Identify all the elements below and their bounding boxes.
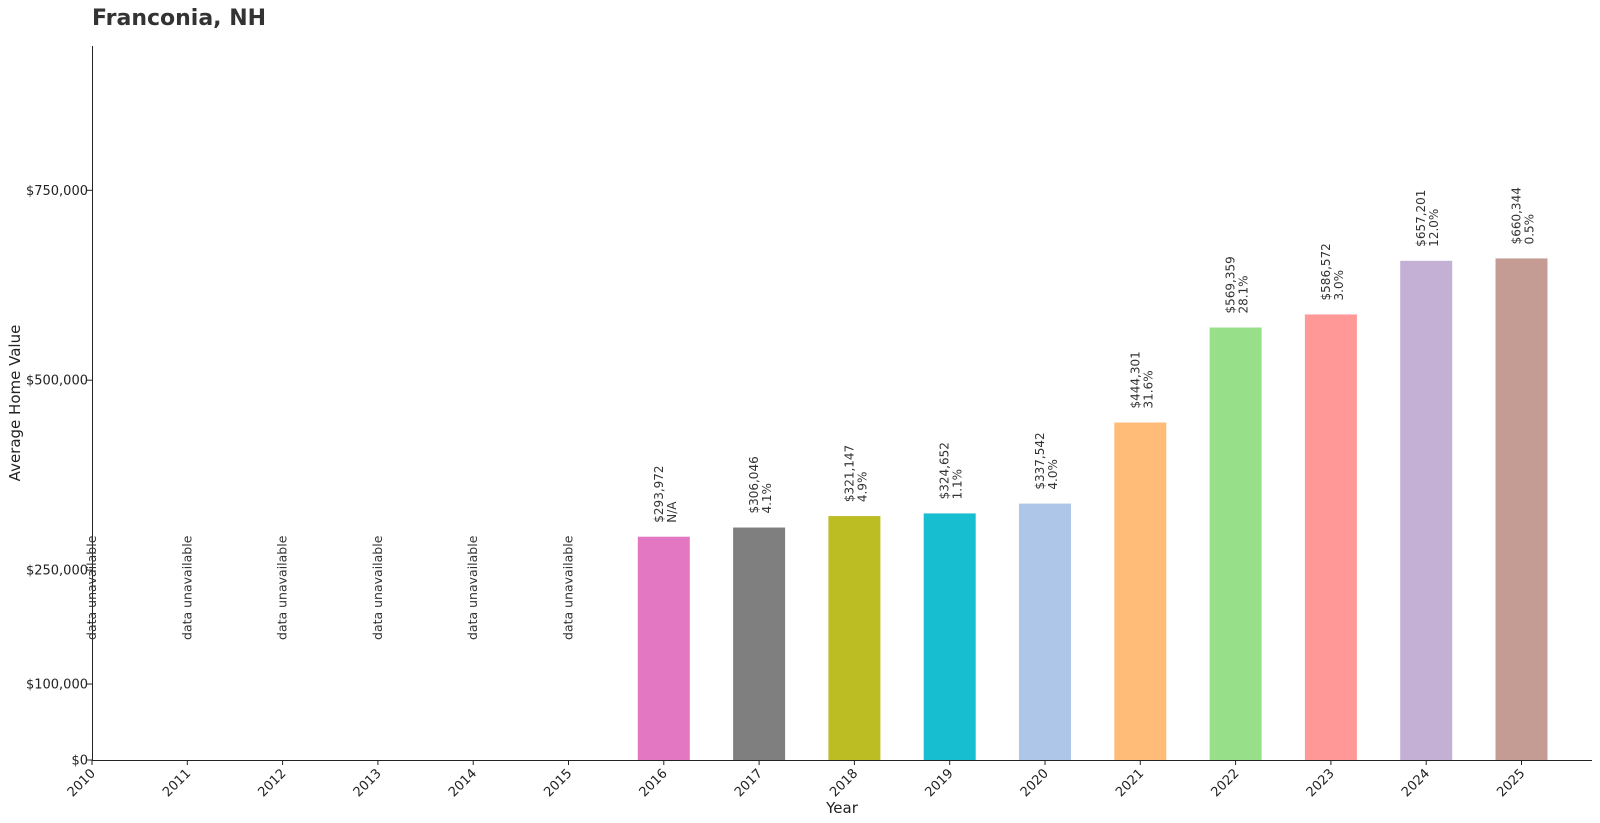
y-tick-label: $250,000 [26, 564, 88, 579]
bar-change-label: 31.6% [1141, 370, 1155, 408]
chart-title: Franconia, NH [92, 6, 266, 31]
bar-change-label: 28.1% [1237, 275, 1251, 313]
x-tick-label: 2024 [1399, 766, 1433, 800]
missing-data-label: data unavailable [465, 535, 480, 640]
bar-change-label: 4.9% [855, 472, 869, 503]
bar-2021 [1114, 422, 1167, 760]
bar-2024 [1400, 260, 1453, 760]
x-tick-label: 2016 [637, 766, 671, 800]
x-tick-label: 2015 [541, 766, 575, 800]
missing-data-label: data unavailable [275, 535, 290, 640]
y-tick-label: $750,000 [26, 184, 88, 199]
y-tick-label: $0 [71, 754, 88, 769]
bars-group: data unavailable data unavailable data una… [84, 187, 1548, 760]
bar-value-label: $586,572 [1319, 243, 1333, 300]
bar-value-label: $293,972 [652, 465, 666, 522]
bar-2019 [923, 513, 976, 760]
x-tick-label: 2022 [1208, 766, 1242, 800]
bar-value-label: $337,542 [1033, 432, 1047, 489]
bar-change-label: 0.5% [1523, 214, 1537, 245]
x-tick-label: 2021 [1113, 766, 1147, 800]
x-tick-label: 2014 [446, 766, 480, 800]
bar-value-label: $569,359 [1224, 256, 1238, 313]
x-tick-label: 2013 [351, 766, 385, 800]
bar-value-label: $444,301 [1128, 351, 1142, 408]
x-tick-label: 2011 [160, 766, 194, 800]
x-tick-label: 2012 [255, 766, 289, 800]
bar-2023 [1304, 314, 1357, 760]
bar-change-label: 4.0% [1046, 459, 1060, 490]
bar-value-label: $324,652 [938, 442, 952, 499]
y-tick-label: $100,000 [26, 678, 88, 693]
y-ticks-group: $0 $100,000 $250,000 $500,000 $750,000 [26, 184, 92, 769]
x-tick-label: 2017 [732, 766, 766, 800]
missing-data-label: data unavailable [370, 535, 385, 640]
bar-change-label: 1.1% [951, 469, 965, 500]
missing-data-label: data unavailable [84, 535, 99, 640]
bar-value-label: $321,147 [842, 445, 856, 502]
x-tick-label: 2019 [923, 766, 957, 800]
missing-data-label: data unavailable [179, 535, 194, 640]
bar-change-label: N/A [665, 501, 679, 523]
y-tick-label: $500,000 [26, 374, 88, 389]
bar-change-label: 12.0% [1427, 209, 1441, 247]
x-ticks-group: 2010 2011 2012 2013 2014 2015 2016 2017 2018 2019… [65, 760, 1528, 800]
bar-2022 [1209, 327, 1262, 760]
bar-2018 [828, 516, 881, 760]
x-axis-label: Year [825, 799, 859, 817]
x-tick-label: 2025 [1494, 766, 1528, 800]
bar-2020 [1019, 503, 1071, 760]
bar-value-label: $306,046 [747, 456, 761, 513]
x-tick-label: 2010 [65, 766, 99, 800]
x-tick-label: 2023 [1304, 766, 1338, 800]
x-tick-label: 2018 [827, 766, 861, 800]
bar-2017 [733, 527, 786, 760]
bar-change-label: 4.1% [760, 483, 774, 514]
bar-value-label: $660,344 [1510, 187, 1524, 244]
bar-2025 [1495, 258, 1548, 760]
x-tick-label: 2020 [1018, 766, 1052, 800]
missing-data-label: data unavailable [561, 535, 576, 640]
bar-2016 [637, 536, 690, 760]
y-axis-label: Average Home Value [6, 325, 24, 482]
bar-value-label: $657,201 [1414, 190, 1428, 247]
bar-change-label: 3.0% [1332, 270, 1346, 301]
